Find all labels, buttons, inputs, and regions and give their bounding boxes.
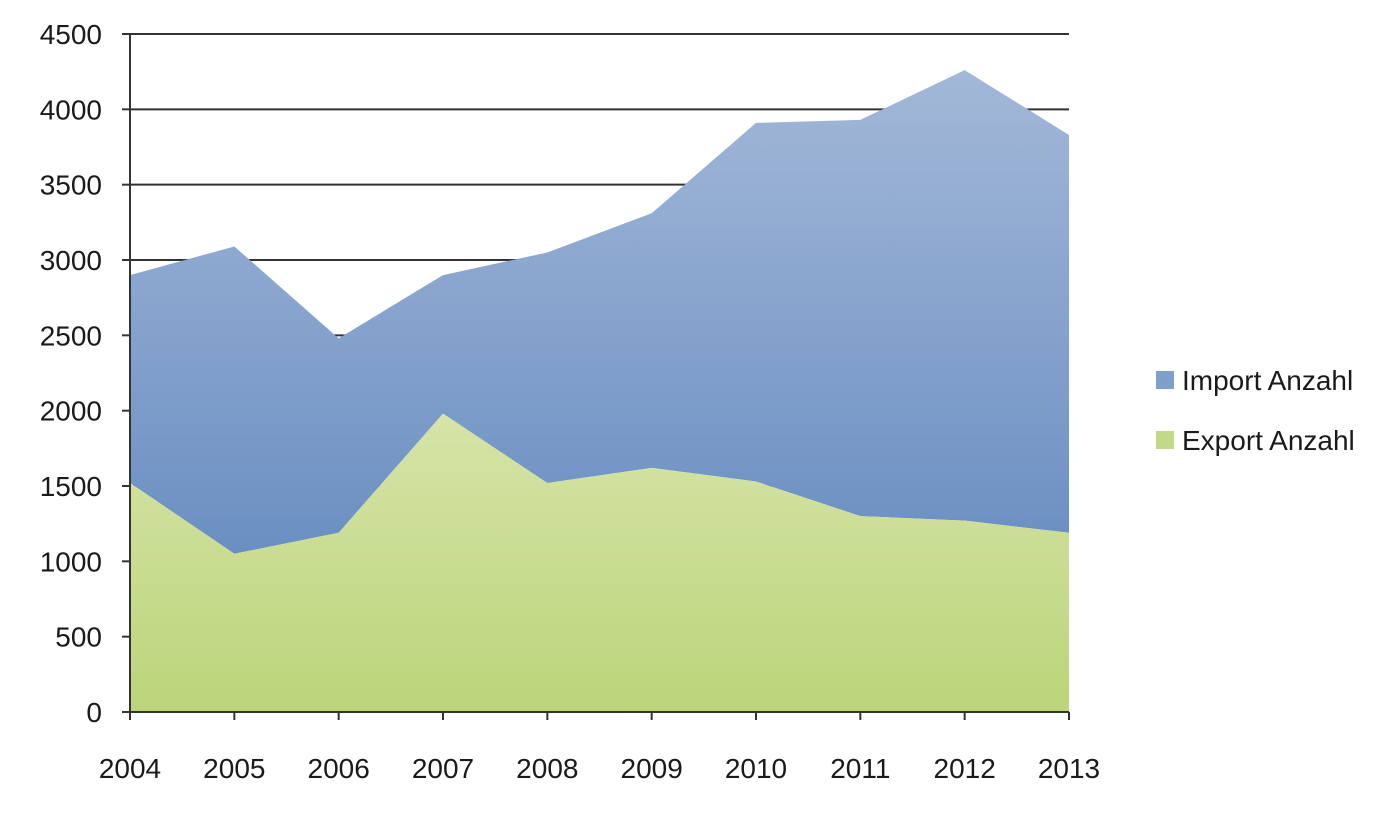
legend-label: Export Anzahl [1182, 425, 1355, 456]
y-tick-label: 2500 [40, 320, 102, 351]
x-tick-label: 2005 [203, 753, 265, 784]
import-area [130, 70, 1069, 554]
legend-swatch [1156, 371, 1174, 389]
legend: Import Anzahl Export Anzahl [1156, 365, 1355, 456]
x-tick-label: 2007 [412, 753, 474, 784]
y-tick-label: 1000 [40, 546, 102, 577]
export-area [130, 413, 1069, 712]
x-tick-label: 2013 [1038, 753, 1100, 784]
x-tick-label: 2006 [308, 753, 370, 784]
area-series [130, 70, 1069, 712]
x-tick-label: 2008 [516, 753, 578, 784]
y-tick-label: 2000 [40, 396, 102, 427]
axes: 0 500 1000 1500 2000 2500 3000 3500 4000 4500 2004… [40, 19, 1100, 784]
y-tick-label: 4000 [40, 94, 102, 125]
y-tick-label: 1500 [40, 471, 102, 502]
y-tick-label: 3500 [40, 170, 102, 201]
x-tick-label: 2009 [621, 753, 683, 784]
x-tick-label: 2012 [934, 753, 996, 784]
x-tick-label: 2004 [99, 753, 161, 784]
legend-label: Import Anzahl [1182, 365, 1353, 396]
y-tick-label: 4500 [40, 19, 102, 50]
y-tick-label: 0 [86, 697, 102, 728]
y-tick-label: 500 [55, 622, 102, 653]
legend-swatch [1156, 431, 1174, 449]
x-tick-label: 2011 [830, 753, 890, 784]
y-tick-label: 3000 [40, 245, 102, 276]
x-tick-label: 2010 [725, 753, 787, 784]
